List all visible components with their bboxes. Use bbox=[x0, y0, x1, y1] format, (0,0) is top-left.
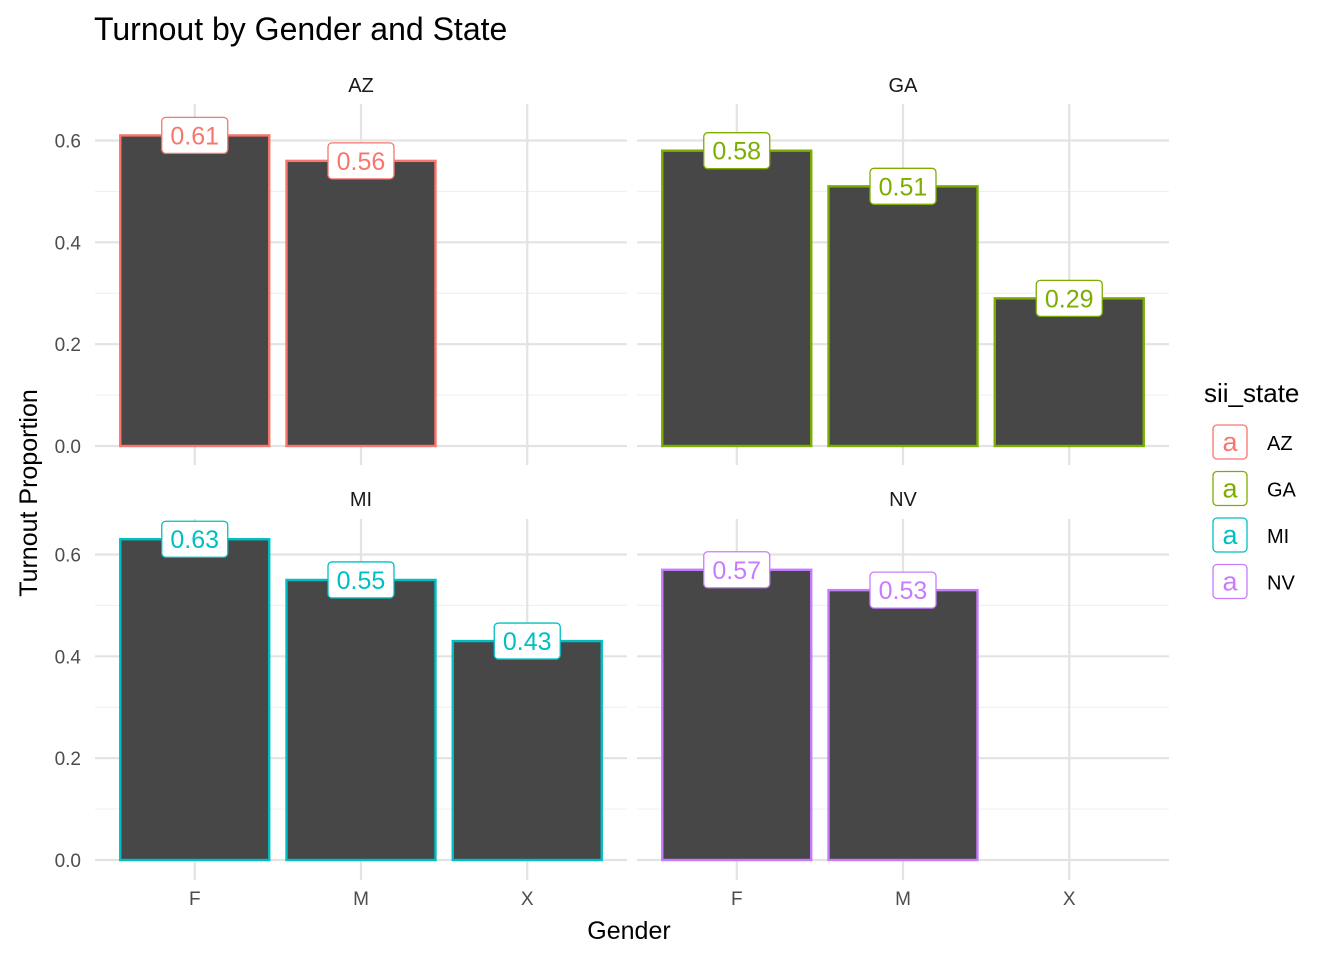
x-tick-label: M bbox=[895, 889, 911, 910]
data-label-mi-m: 0.55 bbox=[327, 561, 395, 599]
data-label-text: 0.61 bbox=[170, 122, 219, 150]
data-label-mi-x: 0.43 bbox=[493, 622, 561, 660]
x-tick-label: F bbox=[731, 889, 743, 910]
legend-glyph: a bbox=[1222, 520, 1238, 550]
legend-keys: a AZ a GA a MI a NV bbox=[1212, 424, 1297, 600]
legend-glyph: a bbox=[1222, 567, 1238, 597]
data-label-az-m: 0.56 bbox=[327, 142, 395, 180]
facet-strip-label: NV bbox=[889, 489, 917, 511]
facet-strip-label: AZ bbox=[348, 75, 374, 97]
data-label-text: 0.63 bbox=[170, 526, 219, 554]
panel-mi: MI 0.0 0.2 0.4 0.6 F M X 0.63 0.55 0.43 bbox=[55, 489, 627, 910]
data-label-az-f: 0.61 bbox=[161, 116, 229, 155]
data-label-text: 0.57 bbox=[712, 557, 761, 585]
data-label-text: 0.55 bbox=[337, 567, 386, 595]
y-axis-title: Turnout Proportion bbox=[15, 389, 43, 597]
data-label-ga-x: 0.29 bbox=[1035, 279, 1103, 317]
y-tick-label: 0.0 bbox=[55, 437, 81, 458]
data-label-ga-f: 0.58 bbox=[703, 132, 771, 170]
x-tick-label: M bbox=[353, 889, 369, 910]
facet-panels: AZ 0.0 0.2 0.4 0.6 0.61 0.56 GA 0.58 0.51 0.29 MI 0.… bbox=[55, 75, 1169, 910]
legend-glyph: a bbox=[1222, 474, 1238, 504]
chart-title: Turnout by Gender and State bbox=[94, 11, 507, 47]
data-label-text: 0.58 bbox=[712, 138, 761, 166]
data-label-ga-m: 0.51 bbox=[869, 167, 937, 205]
legend-swatch bbox=[1212, 424, 1248, 460]
data-label-text: 0.51 bbox=[879, 173, 928, 201]
x-tick-label: X bbox=[1063, 889, 1076, 910]
legend-label: MI bbox=[1267, 526, 1289, 548]
facet-strip-label: GA bbox=[889, 75, 919, 97]
data-label-box bbox=[493, 622, 561, 660]
legend-swatch bbox=[1212, 517, 1248, 553]
data-label-text: 0.29 bbox=[1045, 285, 1094, 313]
data-label-nv-m: 0.53 bbox=[869, 571, 937, 609]
bar-ga-m bbox=[827, 185, 979, 448]
legend-glyph: a bbox=[1222, 427, 1238, 457]
y-tick-label: 0.2 bbox=[55, 335, 81, 356]
bar-az-m bbox=[285, 159, 437, 448]
data-label-nv-f: 0.57 bbox=[703, 551, 771, 589]
data-label-text: 0.56 bbox=[337, 148, 386, 176]
y-tick-label: 0.4 bbox=[55, 647, 82, 668]
legend-key-az: a AZ bbox=[1212, 424, 1293, 460]
legend-key-mi: a MI bbox=[1212, 517, 1289, 553]
legend-key-ga: a GA bbox=[1212, 470, 1297, 507]
bar-mi-m bbox=[285, 578, 437, 862]
legend-swatch bbox=[1212, 563, 1248, 600]
bar-az-f bbox=[119, 134, 271, 448]
y-tick-label: 0.6 bbox=[55, 132, 81, 153]
legend-title: sii_state bbox=[1204, 378, 1299, 408]
panel-az: AZ 0.0 0.2 0.4 0.6 0.61 0.56 bbox=[55, 75, 627, 465]
data-label-text: 0.43 bbox=[503, 628, 552, 656]
panel-ga: GA 0.58 0.51 0.29 bbox=[637, 75, 1169, 465]
data-label-text: 0.53 bbox=[879, 577, 928, 605]
legend-swatch bbox=[1212, 470, 1248, 507]
facet-strip-label: MI bbox=[350, 489, 372, 511]
x-tick-label: F bbox=[189, 889, 201, 910]
bar-mi-x bbox=[451, 639, 603, 862]
data-label-box bbox=[161, 116, 229, 155]
data-label-box bbox=[327, 561, 395, 599]
y-tick-label: 0.2 bbox=[55, 749, 81, 770]
x-tick-label: X bbox=[521, 889, 534, 910]
bar-nv-f bbox=[661, 568, 813, 862]
data-label-box bbox=[869, 167, 937, 205]
y-tick-label: 0.6 bbox=[55, 546, 81, 567]
data-label-box bbox=[161, 520, 229, 558]
legend-label: NV bbox=[1267, 573, 1295, 595]
data-label-box bbox=[703, 551, 771, 589]
bar-nv-m bbox=[827, 588, 979, 862]
data-label-box bbox=[327, 142, 395, 180]
data-label-box bbox=[703, 132, 771, 170]
legend-label: GA bbox=[1267, 480, 1297, 502]
bar-mi-f bbox=[119, 538, 271, 862]
legend: sii_state a AZ a GA a MI a NV bbox=[1204, 378, 1299, 600]
legend-label: AZ bbox=[1267, 433, 1293, 455]
y-tick-label: 0.0 bbox=[55, 851, 81, 872]
x-axis-title: Gender bbox=[587, 917, 670, 945]
data-label-box bbox=[1035, 279, 1103, 317]
y-tick-label: 0.4 bbox=[55, 233, 82, 254]
panel-nv: NV F M X 0.57 0.53 bbox=[637, 489, 1169, 910]
legend-key-nv: a NV bbox=[1212, 563, 1295, 600]
bar-ga-f bbox=[661, 149, 813, 448]
data-label-box bbox=[869, 571, 937, 609]
bar-ga-x bbox=[993, 297, 1145, 448]
data-label-mi-f: 0.63 bbox=[161, 520, 229, 558]
